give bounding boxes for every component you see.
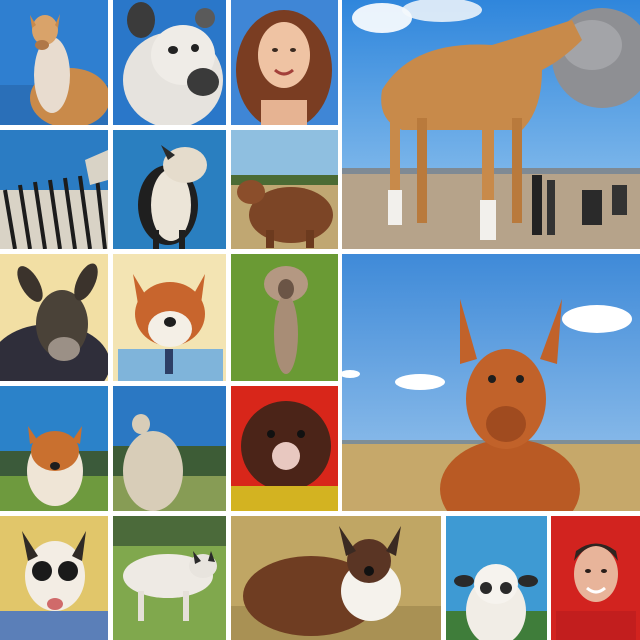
- camel-llama-photo: [0, 0, 108, 125]
- penguin-goat-photo: [113, 130, 226, 249]
- furry-creature-red-photo: [231, 386, 338, 511]
- white-pig-photo: [113, 516, 226, 640]
- poodle-grass-photo: [231, 254, 338, 381]
- donkey-portrait-photo: [0, 254, 108, 381]
- smiling-man-photo: [551, 516, 640, 640]
- fox-shirt-photo: [113, 254, 226, 381]
- furry-animal-field-photo: [231, 130, 338, 249]
- white-goat-photo: [113, 0, 226, 125]
- fox-hill-photo: [0, 386, 108, 511]
- camel-boulder-photo: [342, 0, 640, 249]
- zebra-llama-photo: [0, 130, 108, 249]
- white-sheep-photo: [446, 516, 547, 640]
- brown-deer-photo: [231, 516, 441, 640]
- woolly-llama-photo: [113, 386, 226, 511]
- lemur-jacket-photo: [0, 516, 108, 640]
- woman-portrait-photo: [231, 0, 338, 125]
- red-kangaroo-plain-photo: [342, 254, 640, 511]
